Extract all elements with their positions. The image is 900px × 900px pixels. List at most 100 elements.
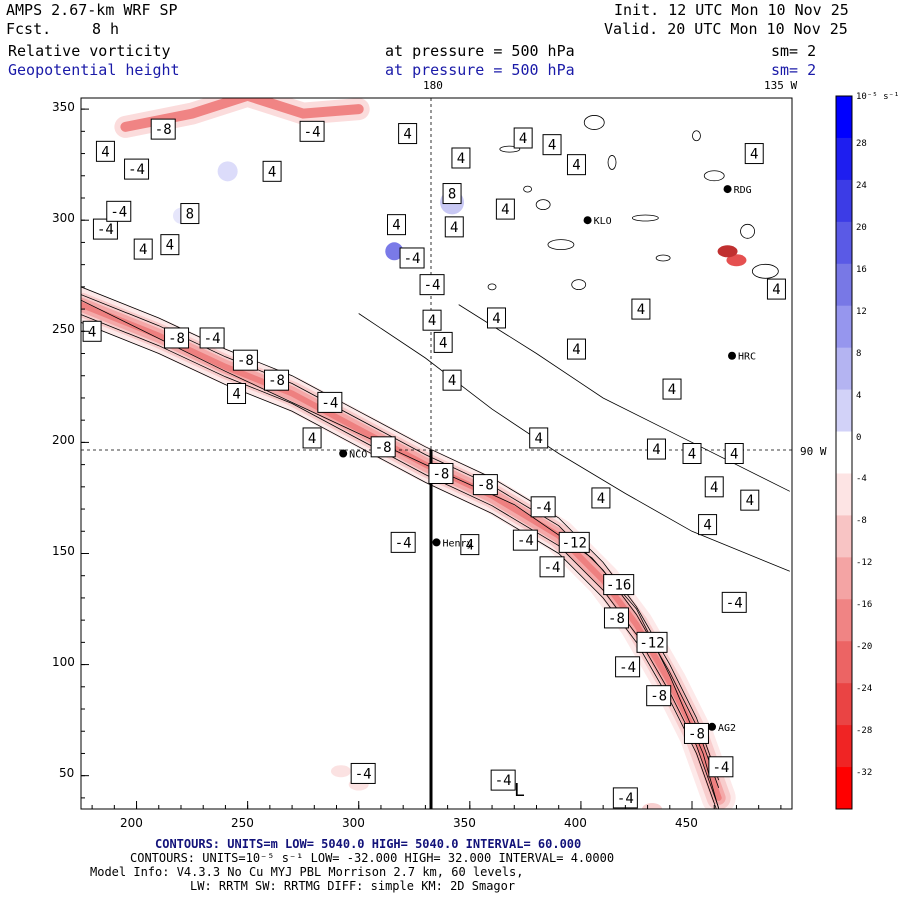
contour-label: -8 <box>646 685 672 707</box>
colorbar <box>835 95 853 810</box>
svg-text:-4: -4 <box>355 766 372 782</box>
contour-label: 4 <box>682 443 702 464</box>
footer-physics: LW: RRTM SW: RRTMG DIFF: simple KM: 2D S… <box>190 879 516 893</box>
vort-negative-blob <box>642 803 663 809</box>
colorbar-level: -8 <box>856 516 867 527</box>
colorbar-level: 28 <box>856 138 867 149</box>
station-marker: RDG <box>723 185 752 196</box>
svg-text:-4: -4 <box>517 533 534 549</box>
x-tick-label: 250 <box>231 816 254 830</box>
vort-positive-blob <box>385 242 404 261</box>
vort-contour <box>703 170 725 182</box>
field1-name: Relative vorticity <box>8 42 171 60</box>
vort-contour <box>655 254 671 262</box>
lon-label-135w: 135 W <box>764 79 798 92</box>
model-title: AMPS 2.67-km WRF SP <box>6 1 178 19</box>
colorbar-swatch <box>836 557 852 600</box>
colorbar-swatch <box>836 641 852 684</box>
contour-label: 4 <box>704 476 724 498</box>
svg-text:KLO: KLO <box>594 216 612 227</box>
height-contour <box>358 313 790 572</box>
svg-text:4: 4 <box>501 202 509 218</box>
y-tick-label: 350 <box>52 100 75 114</box>
contour-labels: -44 -8 -4-84-8-44-8-8-8-4-4 -12-4-16-8-12-4… <box>82 118 786 809</box>
svg-text:-8: -8 <box>375 440 392 456</box>
svg-text:4: 4 <box>88 324 96 340</box>
colorbar-swatch <box>836 725 852 768</box>
contour-label: -4 <box>106 200 132 222</box>
contour-label: -12 <box>558 531 590 553</box>
contour-label: 4 <box>451 147 471 169</box>
svg-text:8: 8 <box>186 207 194 223</box>
contour-label: 4 <box>698 514 718 536</box>
svg-text:4: 4 <box>308 431 316 447</box>
contour-label: -4 <box>539 556 565 578</box>
svg-text:-4: -4 <box>712 760 729 776</box>
field2-level: at pressure = 500 hPa <box>385 61 575 79</box>
svg-text:-4: -4 <box>128 162 145 178</box>
contour-label: 4 <box>542 134 562 156</box>
contour-label: 4 <box>744 143 764 165</box>
svg-text:4: 4 <box>450 220 458 236</box>
contour-label: 4 <box>495 198 515 220</box>
contour-label: 4 <box>95 140 115 162</box>
colorbar-level: -16 <box>856 600 873 611</box>
colorbar-level: -24 <box>856 684 873 695</box>
colorbar-swatch <box>836 179 852 223</box>
contour-label: 4 <box>646 438 666 460</box>
x-tick-label: 350 <box>453 816 476 830</box>
contour-label: -8 <box>232 349 258 371</box>
svg-text:-8: -8 <box>168 331 185 347</box>
svg-text:4: 4 <box>466 538 474 554</box>
svg-text:4: 4 <box>457 151 465 167</box>
x-tick-label: 200 <box>120 816 143 830</box>
svg-text:4: 4 <box>101 144 109 160</box>
lon-label-90w: 90 W <box>800 445 827 458</box>
contour-label: -4 <box>350 762 376 784</box>
colorbar-swatch <box>836 96 852 139</box>
y-tick-label: 100 <box>52 655 75 669</box>
contour-label: 4 <box>486 307 506 329</box>
contour-label: -4 <box>399 247 425 269</box>
contour-label: 4 <box>591 487 611 509</box>
colorbar-level: 24 <box>856 180 867 191</box>
contour-label: -4 <box>124 158 150 180</box>
svg-text:-4: -4 <box>304 124 321 140</box>
svg-text:AG2: AG2 <box>718 723 736 734</box>
forecast-label: Fcst. <box>6 20 52 38</box>
forecast-hours: 8 h <box>92 20 120 38</box>
height-contour <box>81 299 720 809</box>
axis-ticks <box>81 108 782 809</box>
colorbar-swatch <box>836 221 852 265</box>
field1-smoothing: sm= 2 <box>771 42 817 60</box>
svg-text:4: 4 <box>597 491 605 507</box>
vort-contour <box>740 223 755 239</box>
svg-text:-12: -12 <box>639 635 664 651</box>
svg-text:4: 4 <box>668 382 676 398</box>
svg-text:4: 4 <box>403 127 411 143</box>
contour-label: 8 <box>180 203 200 225</box>
svg-text:4: 4 <box>572 342 580 358</box>
svg-text:-4: -4 <box>97 222 114 238</box>
svg-text:NCO: NCO <box>349 450 367 461</box>
svg-text:-16: -16 <box>606 578 631 594</box>
svg-text:-4: -4 <box>204 331 221 347</box>
svg-text:RDG: RDG <box>734 185 752 196</box>
contour-label: 4 <box>566 154 586 176</box>
contour-label: -8 <box>150 118 176 140</box>
vort-band-16 <box>81 301 722 801</box>
colorbar-swatch <box>836 305 852 349</box>
station-marker: Henry <box>432 538 473 549</box>
station-marker: KLO <box>583 216 612 227</box>
svg-text:-4: -4 <box>619 660 636 676</box>
colorbar-swatch <box>836 137 852 181</box>
svg-text:-4: -4 <box>495 773 512 789</box>
colorbar-frame <box>835 95 853 810</box>
vort-contour <box>692 130 701 142</box>
footer-vorticity-contours: CONTOURS: UNITS=10⁻⁵ s⁻¹ LOW= -32.000 HI… <box>130 851 615 865</box>
init-time: Init. 12 UTC Mon 10 Nov 25 <box>614 1 849 19</box>
contour-label: -4 <box>612 787 638 809</box>
svg-text:4: 4 <box>548 138 556 154</box>
x-tick-label: 300 <box>342 816 365 830</box>
